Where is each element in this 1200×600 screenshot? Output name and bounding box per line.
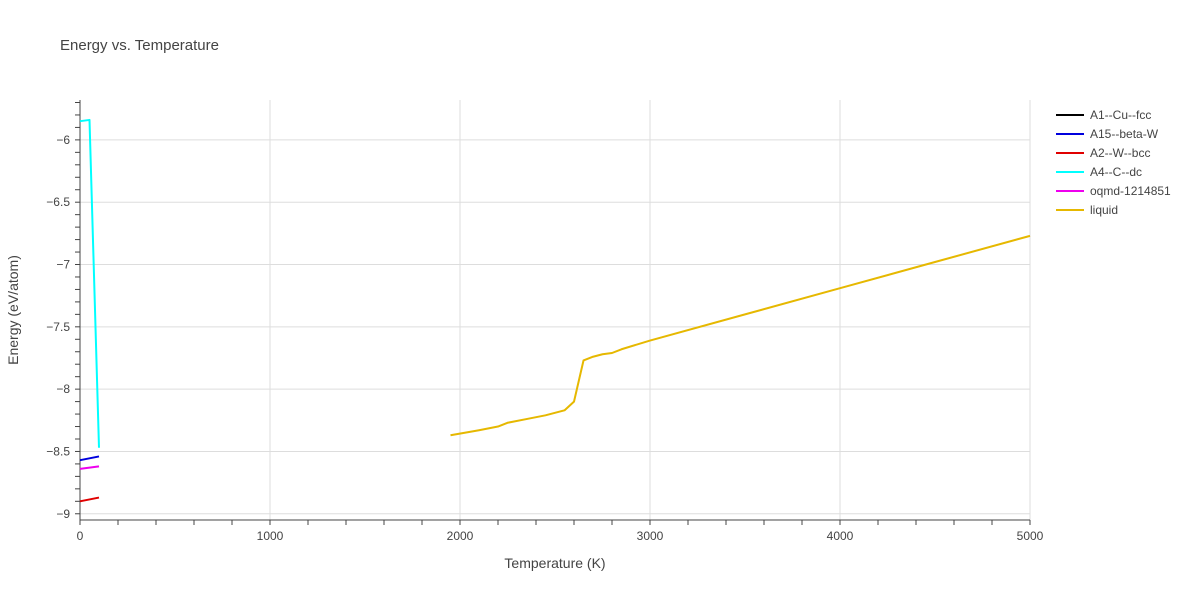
chart-title: Energy vs. Temperature — [60, 37, 219, 54]
y-tick-label: −8 — [56, 382, 70, 396]
legend-item-a2-w-bcc[interactable]: A2--W--bcc — [1056, 146, 1150, 160]
legend-item-a15-beta-w[interactable]: A15--beta-W — [1056, 127, 1159, 141]
x-tick-label: 3000 — [637, 529, 664, 543]
legend-label: oqmd-1214851 — [1090, 184, 1171, 198]
y-tick-label: −7 — [56, 258, 70, 272]
x-tick-label: 2000 — [447, 529, 474, 543]
legend-item-liquid[interactable]: liquid — [1056, 203, 1118, 217]
legend-label: A4--C--dc — [1090, 165, 1142, 179]
y-tick-label: −8.5 — [46, 444, 70, 458]
legend-label: liquid — [1090, 203, 1118, 217]
x-axis-ticks: 0 1000 2000 3000 4000 5000 — [77, 520, 1044, 543]
series-line-liquid — [450, 234, 1031, 437]
series-line-oqmd-1214851 — [79, 465, 100, 470]
x-tick-label: 5000 — [1017, 529, 1044, 543]
legend[interactable]: A1--Cu--fcc A15--beta-W A2--W--bcc A4--C--d… — [1056, 108, 1171, 217]
legend-label: A15--beta-W — [1090, 127, 1159, 141]
legend-label: A1--Cu--fcc — [1090, 108, 1151, 122]
legend-item-oqmd-1214851[interactable]: oqmd-1214851 — [1056, 184, 1171, 198]
y-tick-label: −6 — [56, 133, 70, 147]
x-tick-label: 0 — [77, 529, 84, 543]
x-axis-title: Temperature (K) — [504, 555, 605, 571]
y-axis-title: Energy (eV/atom) — [5, 255, 21, 365]
y-tick-label: −9 — [56, 507, 70, 521]
y-tick-label: −6.5 — [46, 195, 70, 209]
gridlines — [80, 100, 1031, 520]
axes — [79, 100, 1030, 521]
legend-item-a4-c-dc[interactable]: A4--C--dc — [1056, 165, 1142, 179]
series-line-a15-beta-w — [79, 455, 100, 462]
y-axis-ticks: −9 −8.5 −8 −7.5 −7 −6.5 −6 — [46, 101, 80, 521]
series-line-a4-c-dc — [79, 118, 100, 448]
series-lines — [79, 118, 1031, 503]
legend-item-a1-cu-fcc[interactable]: A1--Cu--fcc — [1056, 108, 1151, 122]
x-tick-label: 1000 — [257, 529, 284, 543]
series-line-a2-w-bcc — [79, 496, 100, 503]
y-tick-label: −7.5 — [46, 320, 70, 334]
x-tick-label: 4000 — [827, 529, 854, 543]
legend-label: A2--W--bcc — [1090, 146, 1150, 160]
